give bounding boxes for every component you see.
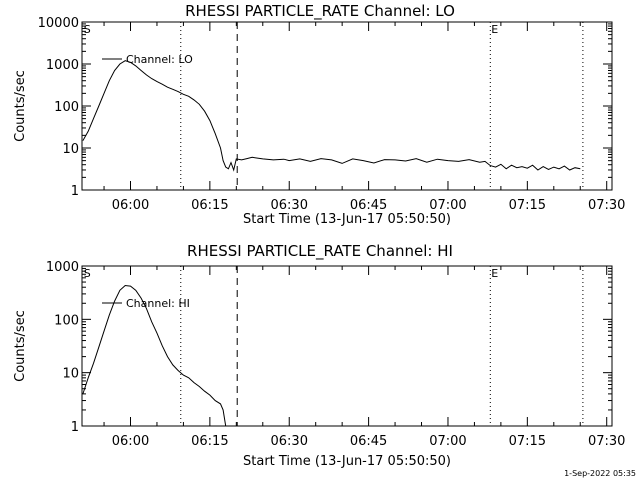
- y-tick-label: 1000: [46, 58, 79, 73]
- y-axis-label: Counts/sec: [13, 310, 28, 382]
- plot-frame-hi: [81, 265, 613, 427]
- y-tick-label: 1: [71, 184, 79, 199]
- x-tick-label: 06:00: [112, 434, 149, 449]
- x-tick-label: 07:15: [509, 434, 546, 449]
- x-tick-label: 06:45: [350, 434, 387, 449]
- marker-label: S: [84, 23, 91, 36]
- legend-label: Channel: HI: [126, 297, 190, 310]
- x-tick-label: 06:15: [191, 434, 228, 449]
- x-tick-label: 06:45: [350, 198, 387, 213]
- y-tick-label: 100: [54, 100, 79, 115]
- y-tick-label: 10: [62, 367, 79, 382]
- x-tick-label: 06:00: [112, 198, 149, 213]
- x-tick-label: 06:30: [271, 434, 308, 449]
- y-tick-label: 1000: [46, 260, 79, 275]
- series-line-lo: [82, 60, 581, 172]
- x-tick-label: 06:15: [191, 198, 228, 213]
- marker-label: E: [491, 23, 498, 36]
- panel-hi-xlabel: Start Time (13-Jun-17 05:50:50): [243, 454, 451, 469]
- x-tick-label: 06:30: [271, 198, 308, 213]
- x-tick-label: 07:15: [509, 198, 546, 213]
- series-line-hi: [82, 284, 227, 427]
- marker-label: S: [84, 267, 91, 280]
- legend-label: Channel: LO: [126, 53, 193, 66]
- x-tick-label: 07:00: [429, 198, 466, 213]
- panel-hi-title: RHESSI PARTICLE_RATE Channel: HI: [187, 242, 453, 260]
- y-tick-label: 1: [71, 420, 79, 435]
- panel-lo-title: RHESSI PARTICLE_RATE Channel: LO: [185, 2, 455, 20]
- y-tick-label: 10: [62, 142, 79, 157]
- timestamp: 1-Sep-2022 05:35: [564, 469, 636, 478]
- x-tick-label: 07:30: [588, 434, 625, 449]
- y-tick-label: 10000: [38, 16, 79, 31]
- y-tick-label: 100: [54, 313, 79, 328]
- marker-label: E: [491, 267, 498, 280]
- x-tick-label: 07:00: [429, 434, 466, 449]
- y-axis-label: Counts/sec: [13, 70, 28, 142]
- x-tick-label: 07:30: [588, 198, 625, 213]
- panel-lo-xlabel: Start Time (13-Jun-17 05:50:50): [243, 212, 451, 227]
